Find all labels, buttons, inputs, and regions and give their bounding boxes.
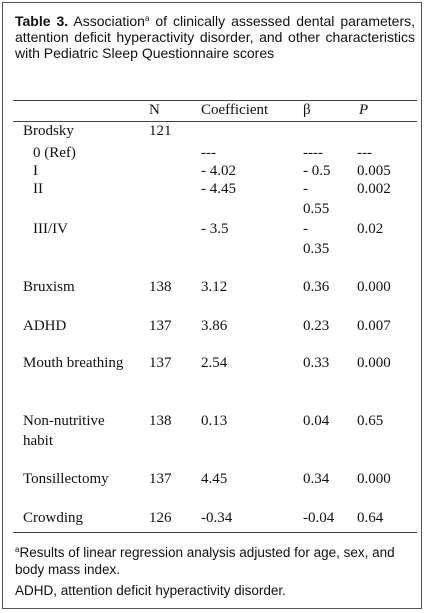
caption-label: Table 3.: [15, 13, 69, 29]
cell-coefficient: 3.12: [201, 279, 228, 295]
caption: Table 3. Associationa of clinically asse…: [15, 13, 415, 61]
cell-n: 138: [149, 279, 172, 295]
cell-coefficient: - 4.02: [201, 163, 236, 179]
column-header: N: [149, 102, 160, 118]
cell-beta: 0.23: [303, 318, 330, 334]
row-label: Bruxism: [23, 279, 75, 295]
cell-p: 0.65: [357, 413, 384, 429]
cell-n: 126: [149, 510, 172, 526]
cell-n: 137: [149, 318, 172, 334]
cell-n: 137: [149, 355, 172, 371]
row-label: Tonsillectomy: [23, 471, 109, 487]
column-header: Coefficient: [201, 102, 269, 118]
cell-p: 0.007: [357, 318, 391, 334]
cell-beta: 0.36: [303, 279, 330, 295]
row-label: Non-nutritive habit: [23, 413, 105, 449]
cell-p: 0.000: [357, 471, 391, 487]
caption-text: of clinically assessed dental parameters…: [15, 13, 416, 61]
rule: [13, 100, 417, 101]
cell-beta: -0.04: [303, 510, 335, 526]
row-label: Crowding: [23, 510, 83, 526]
footnote: ADHD, attention deficit hyperactivity di…: [15, 583, 286, 598]
cell-coefficient: ---: [201, 145, 216, 161]
row-label: Mouth breathing: [23, 355, 124, 371]
row-label: II: [33, 181, 43, 197]
cell-n: 137: [149, 471, 172, 487]
row-label: ADHD: [23, 318, 67, 334]
cell-coefficient: 2.54: [201, 355, 228, 371]
cell-p: 0.000: [357, 355, 391, 371]
cell-beta: - 0.55: [303, 181, 330, 217]
cell-beta: 0.33: [303, 355, 330, 371]
cell-beta: - 0.5: [303, 163, 331, 179]
table-frame: Table 3. Associationa of clinically asse…: [2, 2, 422, 609]
row-label: 0 (Ref): [33, 145, 76, 161]
column-header: β: [303, 102, 311, 118]
cell-beta: 0.34: [303, 471, 330, 487]
cell-beta: - 0.35: [303, 221, 330, 257]
cell-n: 121: [149, 123, 172, 139]
row-label: I: [33, 163, 38, 179]
cell-coefficient: -0.34: [201, 510, 233, 526]
row-label: III/IV: [33, 221, 68, 237]
footnote: aResults of linear regression analysis a…: [15, 544, 415, 578]
cell-p: 0.000: [357, 279, 391, 295]
column-header: P: [359, 102, 369, 118]
cell-coefficient: 4.45: [201, 471, 228, 487]
footnote-marker: a: [15, 545, 20, 554]
cell-p: 0.002: [357, 181, 391, 197]
rule: [13, 121, 417, 122]
cell-p: 0.005: [357, 163, 391, 179]
cell-coefficient: - 3.5: [201, 221, 229, 237]
caption-text: Association: [73, 13, 145, 29]
cell-p: 0.02: [357, 221, 384, 237]
cell-coefficient: 0.13: [201, 413, 228, 429]
cell-beta: ----: [303, 145, 323, 161]
footnote-text: Results of linear regression analysis ad…: [15, 545, 395, 577]
cell-coefficient: - 4.45: [201, 181, 236, 197]
rule: [13, 532, 417, 533]
row-label: Brodsky: [23, 123, 74, 139]
cell-p: 0.64: [357, 510, 384, 526]
cell-p: ---: [357, 145, 372, 161]
caption-marker: a: [144, 14, 150, 23]
cell-n: 138: [149, 413, 172, 429]
cell-beta: 0.04: [303, 413, 330, 429]
cell-coefficient: 3.86: [201, 318, 228, 334]
